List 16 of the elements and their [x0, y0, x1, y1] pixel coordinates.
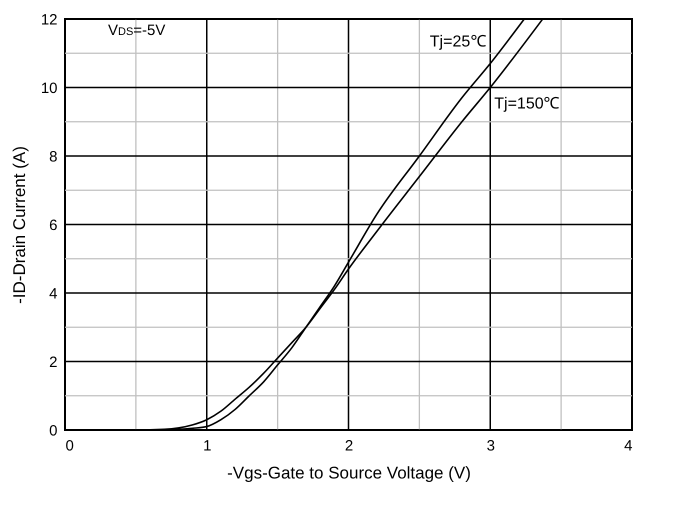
x-tick-label: 0: [66, 438, 74, 454]
y-tick-label: 4: [49, 286, 58, 302]
x-tick-label: 2: [344, 438, 354, 454]
x-tick-label: 4: [624, 438, 632, 454]
y-tick-label: 10: [40, 80, 58, 97]
series-label: Tj=150℃: [494, 96, 560, 112]
x-axis-title: -Vgs-Gate to Source Voltage (V): [227, 464, 471, 482]
y-tick-label: 6: [49, 217, 58, 234]
y-tick-label: 8: [49, 148, 58, 166]
series-label: Tj=25℃: [430, 34, 486, 51]
y-tick-label: 2: [49, 354, 58, 371]
y-tick-label: 12: [40, 12, 58, 28]
x-tick-label: 1: [203, 438, 212, 454]
x-tick-label: 3: [486, 438, 495, 454]
y-tick-label: 0: [49, 422, 58, 440]
y-axis-title: -ID-Drain Current (A): [10, 146, 29, 304]
